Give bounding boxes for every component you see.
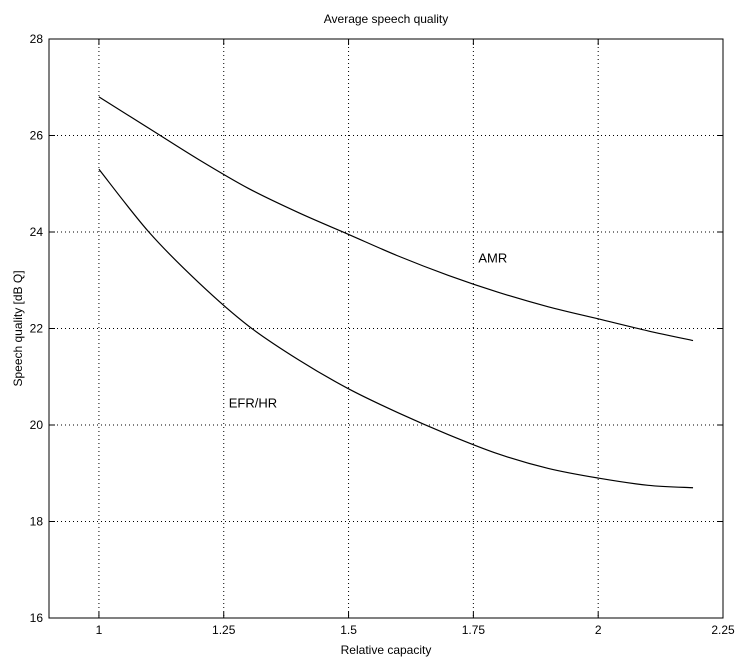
chart-title: Average speech quality — [324, 12, 449, 26]
x-axis-label: Relative capacity — [341, 643, 432, 657]
annotations: AMR EFR/HR — [229, 251, 508, 411]
annotation-label: AMR — [478, 251, 507, 266]
y-tick-label: 20 — [30, 418, 44, 432]
x-tick-label: 1 — [96, 623, 103, 637]
series-layer — [99, 97, 693, 488]
y-tick-label: 24 — [30, 225, 44, 239]
annotation-label: EFR/HR — [229, 395, 277, 410]
x-tick-label: 2 — [595, 623, 602, 637]
x-tick-label: 1.75 — [462, 623, 486, 637]
series-line-amr — [99, 97, 693, 341]
y-tick-label: 26 — [30, 129, 44, 143]
y-axis-label: Speech quality [dB Q] — [11, 270, 25, 386]
grid-lines — [49, 39, 723, 618]
y-tick-label: 28 — [30, 32, 44, 46]
y-tick-label: 22 — [30, 322, 44, 336]
x-tick-label: 1.5 — [340, 623, 357, 637]
x-tick-label: 1.25 — [212, 623, 236, 637]
x-tick-label: 2.25 — [711, 623, 735, 637]
axis-ticks: 1 1.25 1.5 1.75 2 2.25 16 18 20 22 24 26 28 — [30, 32, 735, 637]
y-tick-label: 18 — [30, 515, 44, 529]
y-tick-label: 16 — [30, 611, 44, 625]
series-line-efr-hr — [99, 169, 693, 487]
